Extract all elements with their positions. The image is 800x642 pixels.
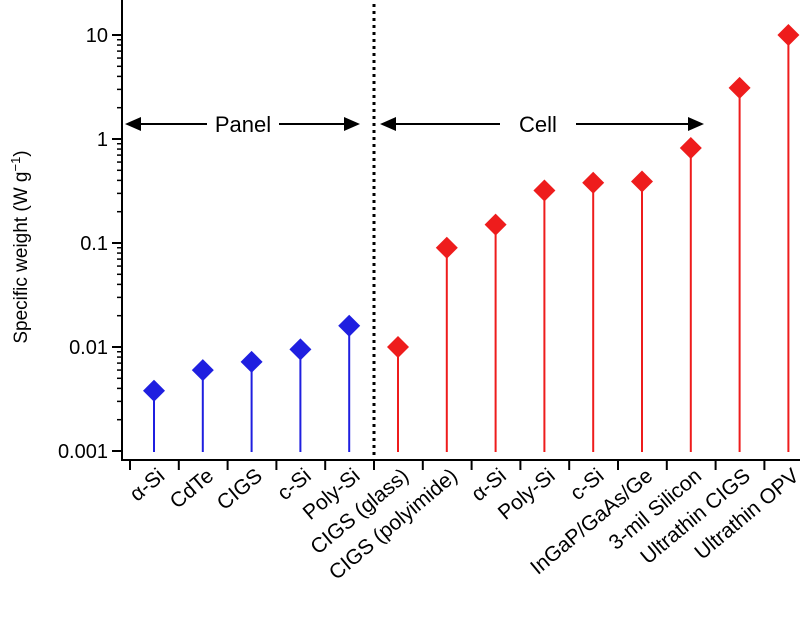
data-point-marker <box>484 213 507 236</box>
x-tick-label: CdTe <box>166 464 218 513</box>
data-point-marker <box>777 24 800 46</box>
data-point-marker <box>631 170 653 193</box>
data-point-marker <box>533 179 556 202</box>
y-tick-label: 1 <box>97 129 108 151</box>
data-point-marker <box>338 314 361 337</box>
panel-range-arrow: Panel <box>125 112 360 137</box>
panel-arrow-right-head <box>344 117 360 131</box>
y-tick-label: 10 <box>86 25 108 47</box>
data-point-marker <box>289 338 312 361</box>
data-point-marker <box>435 236 458 259</box>
data-point-marker <box>191 359 214 382</box>
panel-arrow-left-head <box>125 117 141 131</box>
data-point-marker <box>728 76 751 99</box>
y-tick-label: 0.1 <box>80 233 108 255</box>
y-axis-label: Specific weight (W g−1) <box>8 150 32 343</box>
data-marks <box>143 24 800 452</box>
cell-arrow-left-head <box>380 117 396 131</box>
y-axis: 0.001 0.01 0.1 1 10 <box>58 0 123 463</box>
cell-range-arrow: Cell <box>380 112 704 137</box>
data-point-marker <box>143 379 165 402</box>
panel-label: Panel <box>215 112 271 137</box>
y-tick-label: 0.001 <box>58 441 108 463</box>
data-point-marker <box>240 350 263 373</box>
x-tick-label: Poly-Si <box>494 464 560 524</box>
cell-label: Cell <box>519 112 557 137</box>
y-tick-label: 0.01 <box>69 337 108 359</box>
data-point-marker <box>387 336 409 358</box>
cell-arrow-right-head <box>688 117 704 131</box>
data-point-marker <box>582 171 605 194</box>
x-tick-label: CIGS <box>213 464 267 515</box>
x-tick-label: α-Si <box>125 464 169 506</box>
data-point-marker <box>679 136 702 159</box>
